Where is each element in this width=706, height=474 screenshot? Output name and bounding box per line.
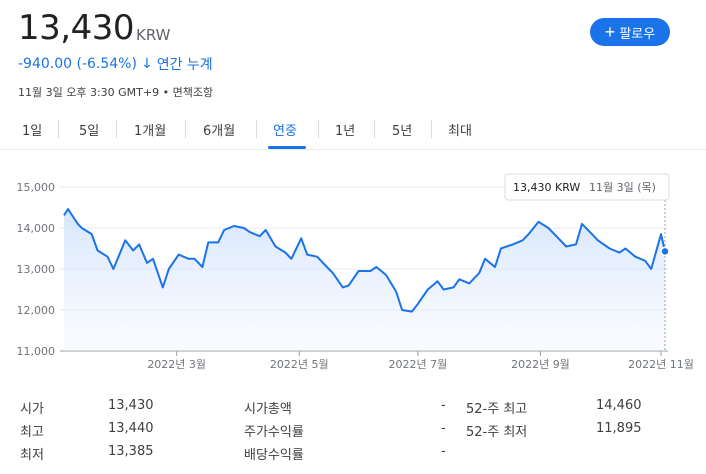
plus-icon: +	[604, 22, 616, 42]
tab-divider	[318, 120, 319, 138]
stat-label: 최저	[20, 448, 44, 463]
stat-value: -	[441, 421, 446, 436]
stat-label: 52-주 최고	[466, 402, 528, 417]
tabs-divider-line	[0, 149, 706, 150]
tooltip-price: 13,430 KRW	[513, 181, 580, 194]
tab-ytd[interactable]: 연중	[273, 124, 297, 139]
range-tabs: 1일 5일 1개월 6개월 연중 1년 5년 최대	[0, 112, 706, 150]
stat-label: 배당수익률	[244, 448, 304, 463]
price-line	[63, 208, 666, 313]
tab-max[interactable]: 최대	[448, 124, 472, 139]
stat-label: 시가	[20, 402, 44, 417]
stat-value: 11,895	[596, 421, 642, 436]
tab-divider	[185, 120, 186, 138]
y-axis-ticks: 15,000 14,000 13,000 12,000 11,000	[17, 181, 56, 358]
stat-value: 14,460	[596, 398, 642, 413]
tab-5y[interactable]: 5년	[392, 124, 413, 139]
stat-value: -	[441, 444, 446, 459]
x-tick-label: 2022년 5월	[270, 358, 329, 371]
arrow-down-icon: ↓	[140, 56, 153, 72]
timestamp-disclaimer: 11월 3일 오후 3:30 GMT+9 • 면책조항	[18, 86, 214, 99]
change-period: 연간 누계	[156, 57, 213, 73]
follow-button[interactable]: + 팔로우	[590, 18, 670, 46]
y-tick-label: 11,000	[17, 345, 56, 358]
tab-5d[interactable]: 5일	[79, 124, 100, 139]
y-tick-label: 14,000	[17, 222, 56, 235]
stat-value: -	[441, 398, 446, 413]
tooltip-date: 11월 3일 (목)	[589, 180, 656, 194]
tab-6m[interactable]: 6개월	[203, 124, 236, 139]
tab-divider	[374, 120, 375, 138]
tooltip-box	[504, 173, 670, 201]
stat-value: 13,430	[108, 398, 154, 413]
tab-divider	[431, 120, 432, 138]
change-value: -940.00 (-6.54%)	[18, 56, 137, 72]
y-tick-label: 15,000	[17, 181, 56, 194]
current-price: 13,430	[18, 8, 134, 48]
tab-divider	[256, 120, 257, 138]
x-axis-ticks: 2022년 3월 2022년 5월 2022년 7월 2022년 9월 2022년 11…	[147, 351, 694, 371]
stat-label: 최고	[20, 425, 44, 440]
y-tick-label: 12,000	[17, 304, 56, 317]
price-currency: KRW	[136, 26, 171, 44]
tooltip: 13,430 KRW 11월 3일 (목)	[504, 173, 670, 201]
tab-1y[interactable]: 1년	[335, 124, 356, 139]
x-tick-label: 2022년 3월	[147, 358, 206, 371]
current-point	[660, 246, 670, 257]
stat-label: 시가총액	[244, 402, 292, 417]
stat-label: 52-주 최저	[466, 425, 528, 440]
x-tick-label: 2022년 9월	[511, 358, 570, 371]
stat-label: 주가수익률	[244, 425, 304, 440]
tab-divider	[116, 120, 117, 138]
price-area-fill	[64, 209, 665, 351]
stat-value: 13,440	[108, 421, 154, 436]
y-tick-label: 13,000	[17, 263, 56, 276]
tab-1d[interactable]: 1일	[22, 124, 43, 139]
x-tick-label: 2022년 7월	[389, 358, 448, 371]
x-tick-label: 2022년 11월	[628, 358, 694, 371]
price-change: -940.00 (-6.54%) ↓ 연간 누계	[18, 54, 213, 74]
follow-label: 팔로우	[619, 25, 656, 41]
active-tab-indicator	[268, 146, 306, 149]
stat-value: 13,385	[108, 444, 154, 459]
tab-1m[interactable]: 1개월	[134, 124, 167, 139]
tab-divider	[58, 120, 59, 138]
